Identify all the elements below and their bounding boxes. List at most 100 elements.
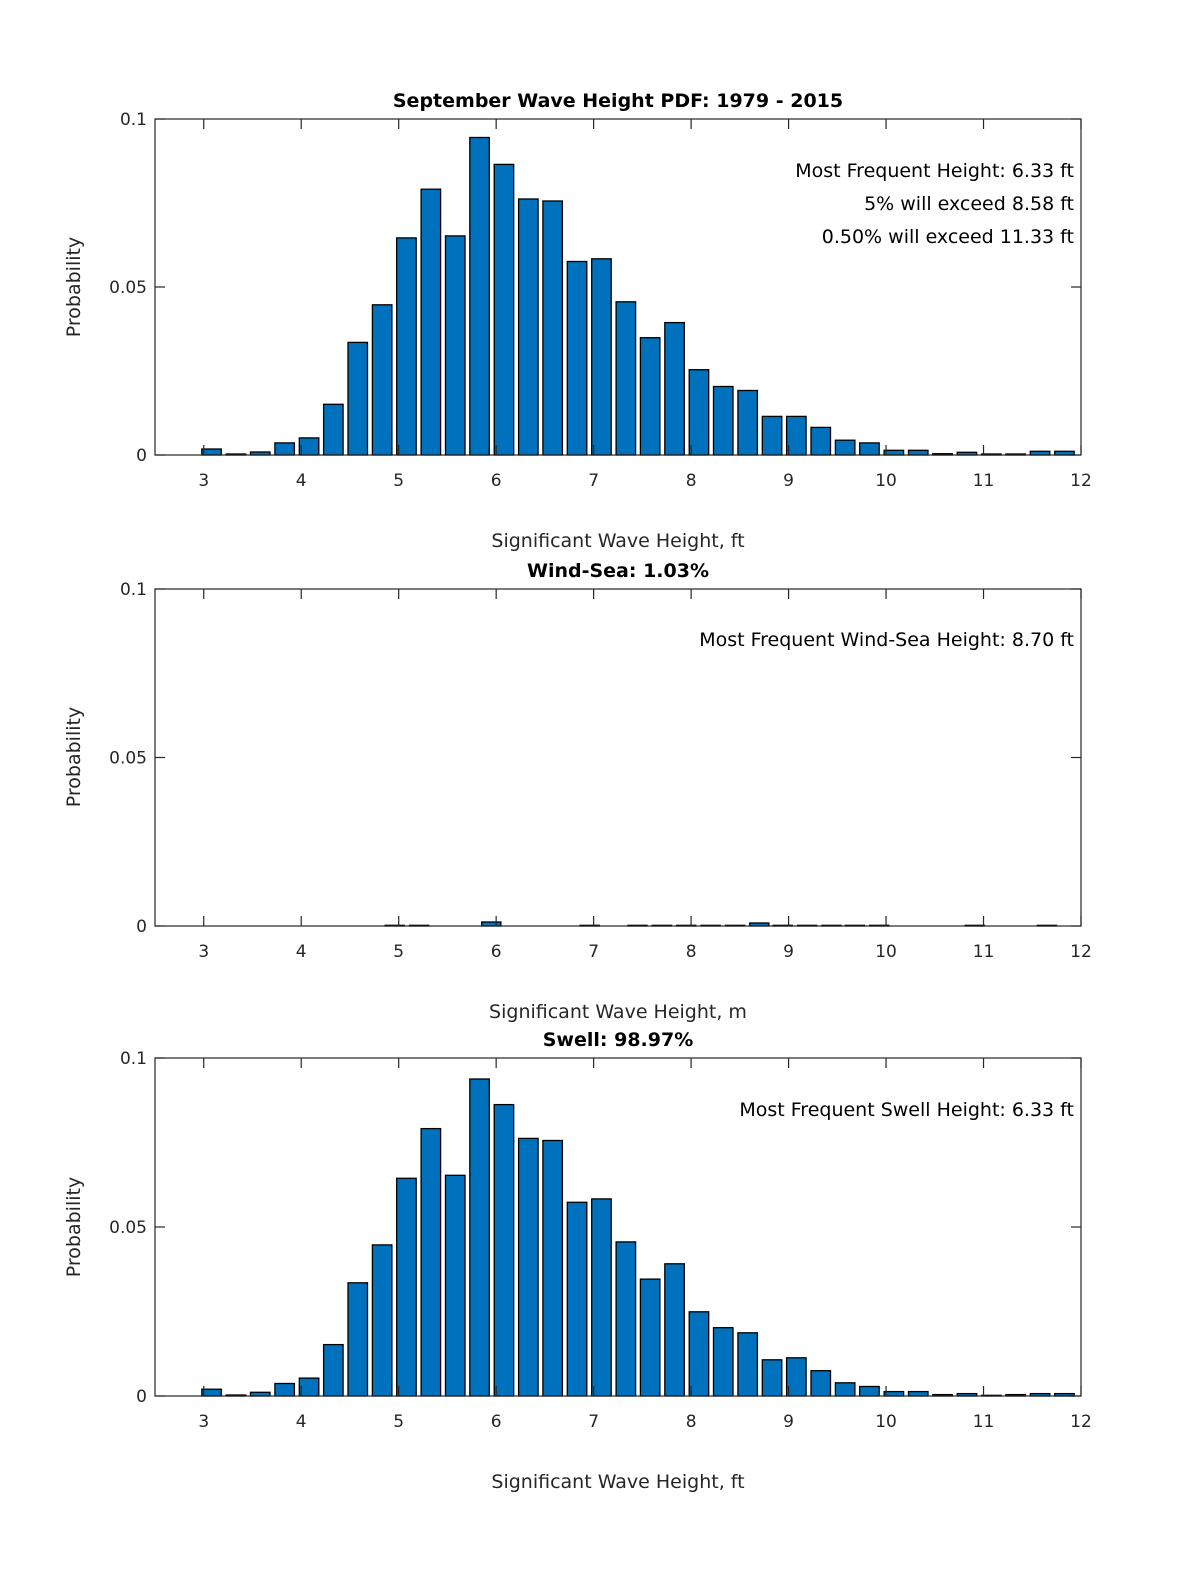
bar xyxy=(322,403,344,456)
bar xyxy=(347,341,369,456)
x-axis-label: Significant Wave Height, m xyxy=(489,1001,747,1023)
bar xyxy=(396,1177,417,1397)
bar xyxy=(834,1382,856,1397)
bar xyxy=(493,1103,515,1397)
x-tick-label: 9 xyxy=(783,471,794,491)
annotation-most-frequent-swell-height: Most Frequent Swell Height: 6.33 ft xyxy=(739,1099,1074,1121)
bar xyxy=(591,1198,612,1397)
bar xyxy=(444,235,466,456)
x-tick-label: 6 xyxy=(491,942,502,962)
bar xyxy=(664,321,685,456)
bar xyxy=(420,1127,442,1397)
x-tick-label: 11 xyxy=(973,1412,995,1432)
bar xyxy=(834,439,856,456)
bar xyxy=(883,1390,905,1397)
y-tick-label: 0.05 xyxy=(109,278,147,298)
annotation-0.5pct-exceed: 0.50% will exceed 11.33 ft xyxy=(822,226,1074,248)
axes-box xyxy=(154,588,1082,927)
bar xyxy=(785,1357,807,1397)
x-tick-label: 12 xyxy=(1070,942,1092,962)
bar xyxy=(542,1139,564,1397)
bar xyxy=(737,1332,759,1397)
bar xyxy=(566,260,588,456)
bar xyxy=(591,258,612,456)
ticks: 3 4 5 6 7 8 9 10 11 12 0 0.05 0.1 xyxy=(109,110,1092,491)
panel-wind-sea: Wind-Sea: 1.03% Probability Significant … xyxy=(63,560,1092,1023)
chart-title: Wind-Sea: 1.03% xyxy=(527,560,709,582)
x-tick-label: 6 xyxy=(491,471,502,491)
x-tick-label: 8 xyxy=(686,942,697,962)
bar xyxy=(664,1263,685,1397)
chart-title: September Wave Height PDF: 1979 - 2015 xyxy=(393,90,843,112)
bar xyxy=(859,1385,880,1397)
x-tick-label: 9 xyxy=(783,942,794,962)
x-axis-label: Significant Wave Height, ft xyxy=(491,530,744,552)
bar xyxy=(907,449,929,456)
bar xyxy=(712,385,734,456)
x-axis-label: Significant Wave Height, ft xyxy=(491,1471,744,1493)
x-tick-label: 11 xyxy=(973,942,995,962)
bar xyxy=(688,369,710,456)
bar xyxy=(420,188,442,456)
x-tick-label: 10 xyxy=(875,1412,897,1432)
x-tick-label: 4 xyxy=(296,1412,307,1432)
axes-box xyxy=(154,1057,1082,1397)
bar xyxy=(517,198,539,456)
x-tick-label: 5 xyxy=(393,942,404,962)
x-tick-label: 7 xyxy=(588,471,599,491)
bar xyxy=(859,442,880,456)
y-tick-label: 0.05 xyxy=(109,1218,147,1238)
bar xyxy=(396,237,417,456)
bar xyxy=(785,415,807,456)
ticks: 3 4 5 6 7 8 9 10 11 12 0 0.05 0.1 xyxy=(109,580,1092,962)
x-tick-label: 7 xyxy=(588,942,599,962)
x-tick-label: 8 xyxy=(686,1412,697,1432)
x-tick-label: 5 xyxy=(393,1412,404,1432)
bar xyxy=(371,304,393,456)
x-tick-label: 10 xyxy=(875,942,897,962)
bar xyxy=(737,389,759,456)
x-tick-label: 9 xyxy=(783,1412,794,1432)
x-tick-label: 3 xyxy=(198,471,209,491)
y-tick-label: 0.1 xyxy=(120,110,147,130)
chart-title: Swell: 98.97% xyxy=(543,1029,694,1051)
y-axis-label: Probability xyxy=(63,707,85,807)
bar xyxy=(810,426,832,456)
y-tick-label: 0 xyxy=(136,1387,147,1407)
bar xyxy=(371,1244,393,1397)
bar xyxy=(639,337,661,456)
bar xyxy=(274,442,296,456)
x-tick-label: 7 xyxy=(588,1412,599,1432)
bars xyxy=(201,136,1075,456)
bar xyxy=(469,1078,490,1397)
y-axis-label: Probability xyxy=(63,1177,85,1277)
bar xyxy=(347,1282,369,1397)
ticks: 3 4 5 6 7 8 9 10 11 12 0 0.05 0.1 xyxy=(109,1049,1092,1432)
x-tick-label: 11 xyxy=(973,471,995,491)
bar xyxy=(469,136,490,456)
bar xyxy=(201,448,222,456)
bar xyxy=(615,1241,637,1397)
y-tick-label: 0.1 xyxy=(120,580,147,600)
bar xyxy=(542,200,564,456)
bar xyxy=(761,415,783,456)
x-tick-label: 12 xyxy=(1070,1412,1092,1432)
x-tick-label: 8 xyxy=(686,471,697,491)
x-tick-label: 4 xyxy=(296,471,307,491)
bar xyxy=(615,301,637,456)
x-tick-label: 6 xyxy=(491,1412,502,1432)
y-axis-label: Probability xyxy=(63,237,85,337)
bar xyxy=(298,1377,320,1397)
bar xyxy=(517,1137,539,1397)
x-tick-label: 12 xyxy=(1070,471,1092,491)
x-tick-label: 5 xyxy=(393,471,404,491)
bar xyxy=(907,1390,929,1397)
x-tick-label: 10 xyxy=(875,471,897,491)
bar xyxy=(712,1327,734,1397)
y-tick-label: 0.1 xyxy=(120,1049,147,1069)
y-tick-label: 0 xyxy=(136,446,147,466)
bar xyxy=(883,449,905,456)
y-tick-label: 0 xyxy=(136,917,147,937)
bar xyxy=(566,1201,588,1397)
